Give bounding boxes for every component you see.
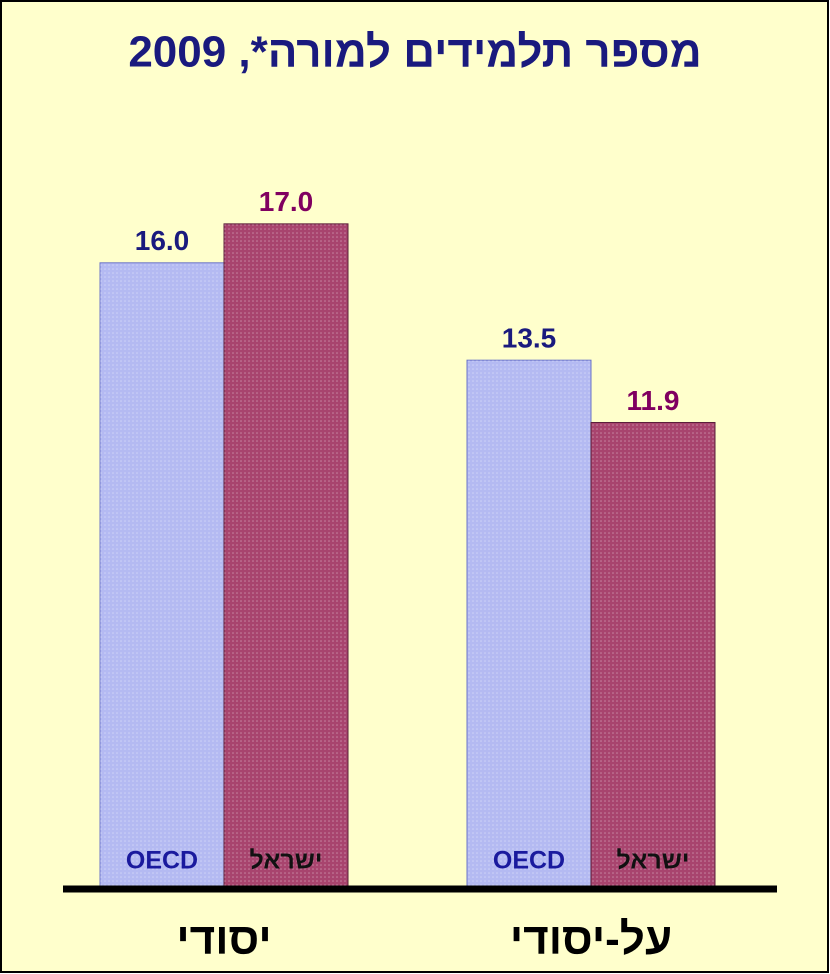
bar-texture (100, 262, 224, 886)
value-label: 11.9 (627, 385, 680, 416)
value-label: 17.0 (259, 186, 314, 217)
bar-texture (224, 223, 348, 887)
series-label: OECD (126, 847, 198, 875)
value-label: 16.0 (135, 225, 190, 256)
value-label: 13.5 (502, 323, 557, 354)
series-label: OECD (493, 847, 565, 875)
chart-title: מספר תלמידים למורה*, 2009 (128, 28, 701, 77)
category-label: יסודי (176, 915, 271, 964)
category-label: על-יסודי (510, 915, 672, 964)
series-label: ישראל (250, 847, 323, 875)
bar-texture (591, 422, 715, 886)
series-label: ישראל (617, 847, 690, 875)
bar-texture (467, 360, 591, 886)
